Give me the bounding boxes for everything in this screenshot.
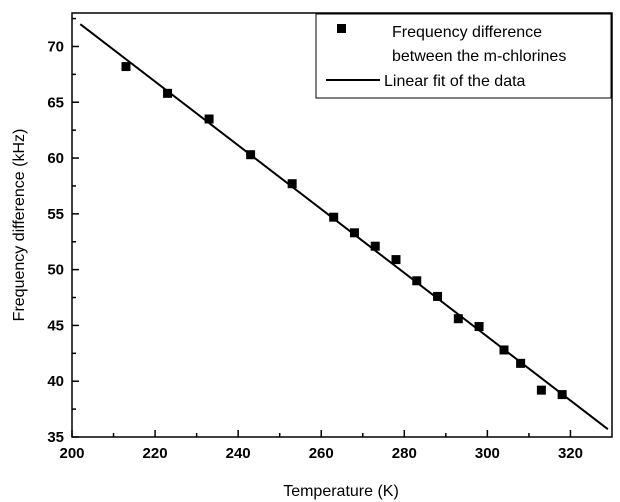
y-axis: 35 40 45 50 55 60 65 70 bbox=[47, 17, 79, 446]
data-point bbox=[370, 241, 380, 251]
data-point bbox=[412, 276, 422, 286]
y-tick-label: 35 bbox=[47, 429, 64, 446]
data-point bbox=[557, 390, 567, 400]
data-point bbox=[499, 345, 509, 355]
y-tick-label: 65 bbox=[47, 94, 64, 111]
data-point bbox=[349, 228, 359, 238]
plot-frame bbox=[71, 12, 613, 438]
x-tick-label: 200 bbox=[59, 445, 84, 462]
y-tick-label: 60 bbox=[47, 150, 64, 167]
x-tick-label: 260 bbox=[309, 445, 334, 462]
legend: Frequency difference between the m-chlor… bbox=[315, 13, 612, 99]
x-axis-title: Temperature (K) bbox=[283, 483, 399, 500]
data-point bbox=[453, 314, 463, 324]
data-point bbox=[536, 385, 546, 395]
data-point bbox=[474, 322, 484, 332]
y-tick-label: 45 bbox=[47, 317, 64, 334]
x-tick-label: 220 bbox=[143, 445, 168, 462]
legend-box bbox=[315, 13, 612, 99]
data-point bbox=[246, 150, 256, 160]
data-point bbox=[121, 62, 131, 72]
x-tick-label: 240 bbox=[226, 445, 251, 462]
x-tick-label: 320 bbox=[558, 445, 583, 462]
data-point bbox=[287, 179, 297, 189]
data-point bbox=[433, 291, 443, 301]
y-tick-label: 50 bbox=[47, 262, 64, 279]
legend-label-line1: Frequency difference bbox=[392, 24, 542, 41]
data-point bbox=[163, 88, 173, 98]
data-point bbox=[329, 212, 339, 222]
x-tick-label: 300 bbox=[475, 445, 500, 462]
y-axis-title: Frequency difference (kHz) bbox=[11, 129, 28, 322]
legend-marker-square bbox=[337, 24, 346, 33]
x-tick-label: 280 bbox=[392, 445, 417, 462]
data-points-layer bbox=[121, 62, 567, 400]
y-tick-label: 70 bbox=[47, 38, 64, 55]
legend-label-fit: Linear fit of the data bbox=[384, 73, 526, 90]
data-point bbox=[516, 358, 526, 368]
data-point bbox=[204, 114, 214, 124]
y-tick-label: 40 bbox=[47, 373, 64, 390]
x-axis: 200 220 240 260 280 300 320 bbox=[59, 430, 583, 462]
data-point bbox=[391, 255, 401, 265]
y-tick-label: 55 bbox=[47, 206, 64, 223]
legend-label-line2: between the m-chlorines bbox=[392, 48, 566, 65]
